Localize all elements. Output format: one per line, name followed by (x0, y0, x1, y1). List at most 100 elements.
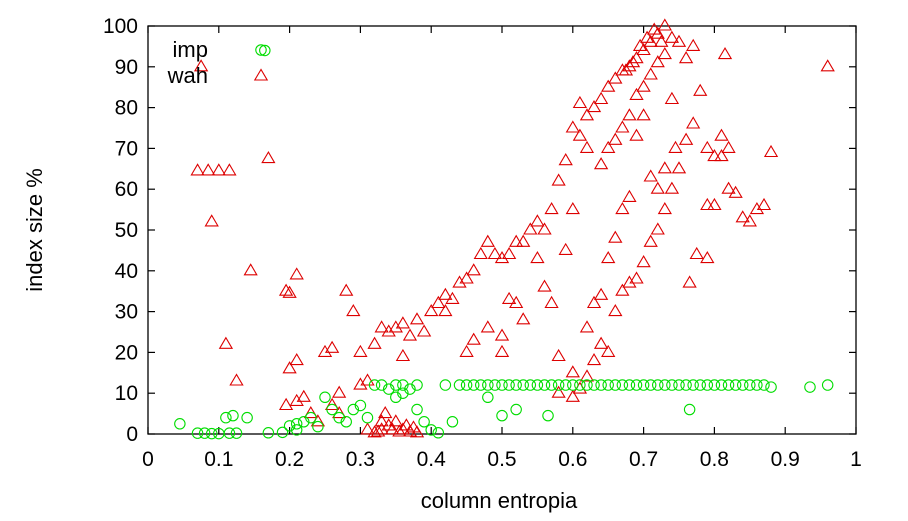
data-point-wah (643, 67, 658, 80)
data-point-imp (630, 379, 643, 391)
y-tick-label: 30 (115, 301, 138, 324)
data-point-wah (643, 34, 658, 47)
data-point-imp (821, 379, 834, 391)
data-point-wah (579, 140, 595, 153)
data-point-wah (601, 251, 616, 264)
data-point-wah (608, 304, 623, 317)
y-axis-title: index size % (22, 168, 47, 292)
data-point-wah (565, 202, 580, 215)
y-tick-label: 0 (126, 423, 138, 446)
x-tick-label: 0 (142, 448, 154, 471)
data-point-imp (751, 379, 763, 391)
data-point-imp (482, 391, 494, 404)
data-point-wah (643, 169, 658, 182)
data-point-imp (524, 379, 537, 391)
data-point-imp (368, 379, 381, 391)
y-tick-label: 20 (115, 341, 138, 364)
data-point-wah (409, 425, 425, 438)
data-point-wah (650, 222, 665, 235)
data-point-wah (678, 51, 694, 64)
data-point-imp (191, 427, 204, 439)
data-point-imp (305, 411, 317, 424)
data-point-wah (282, 361, 297, 374)
x-tick-label: 0.4 (417, 448, 447, 471)
data-point-wah (388, 414, 403, 427)
data-point-wah (629, 128, 644, 141)
data-point-wah (700, 251, 715, 264)
data-point-wah (686, 116, 701, 129)
x-tick-label: 0.1 (204, 448, 233, 471)
data-point-wah (565, 365, 580, 378)
data-point-wah (388, 320, 403, 333)
data-point-wah (346, 304, 361, 317)
data-point-wah (636, 42, 651, 56)
data-point-wah (459, 344, 474, 357)
data-point-wah (324, 397, 340, 411)
data-point-wah (289, 393, 304, 406)
data-point-imp (432, 427, 445, 439)
data-point-wah (572, 128, 588, 141)
data-point-imp (722, 379, 735, 391)
data-point-wah (763, 144, 779, 158)
data-point-wah (395, 348, 411, 362)
data-point-imp (602, 379, 614, 391)
axis-ticks (147, 25, 857, 435)
data-point-wah (671, 161, 687, 174)
data-point-imp (411, 379, 423, 391)
data-point-wah (551, 173, 566, 186)
data-point-wah (664, 181, 680, 194)
data-point-wah (204, 214, 219, 227)
data-point-wah (558, 242, 573, 255)
data-point-imp (574, 379, 586, 391)
y-tick-label: 80 (115, 97, 138, 120)
data-point-wah (717, 47, 733, 60)
data-point-wah (657, 202, 672, 215)
y-tick-label: 10 (115, 382, 138, 405)
data-point-wah (721, 140, 736, 153)
data-point-imp (333, 411, 345, 424)
data-point-wah (480, 234, 495, 247)
data-point-wah (378, 406, 393, 419)
data-point-wah (586, 295, 602, 309)
data-point-imp (765, 381, 777, 393)
data-point-wah (516, 234, 531, 247)
data-point-wah (544, 295, 559, 309)
data-point-wah (360, 422, 375, 435)
data-point-wah (452, 275, 467, 288)
data-point-imp (276, 426, 289, 439)
data-point-imp (283, 420, 296, 432)
data-point-imp (404, 383, 416, 395)
data-point-wah (689, 246, 704, 260)
data-point-imp (347, 403, 360, 416)
data-point-imp (616, 379, 629, 391)
data-point-imp (489, 379, 501, 391)
data-point-wah (395, 316, 411, 329)
data-point-imp (758, 379, 770, 391)
data-point-wah (700, 197, 715, 211)
axis-tick-labels: 0 0.1 0.2 0.3 0.4 0.5 0.6 0.7 0.8 0.9 101020304050… (103, 15, 862, 471)
data-point-wah (424, 304, 439, 317)
data-point-imp (729, 379, 742, 391)
y-tick-label: 70 (115, 137, 138, 160)
data-point-wah (728, 185, 743, 198)
legend-label-wah: wah (167, 63, 208, 88)
data-point-wah (501, 291, 517, 304)
data-point-wah (572, 95, 588, 109)
data-point-wah (530, 251, 545, 264)
data-point-wah (636, 108, 651, 121)
data-point-wah (201, 163, 216, 176)
data-point-wah (654, 34, 669, 47)
data-point-imp (326, 403, 338, 416)
data-point-wah (353, 344, 368, 357)
data-point-wah (657, 47, 672, 60)
data-point-imp (637, 379, 650, 391)
data-point-wah (399, 418, 414, 431)
data-point-wah (243, 263, 258, 276)
data-point-wah (579, 320, 595, 333)
data-point-wah (682, 275, 697, 288)
data-point-imp (340, 416, 352, 428)
data-point-imp (460, 379, 473, 391)
series-imp (174, 44, 834, 440)
x-tick-label: 0.9 (771, 448, 800, 471)
